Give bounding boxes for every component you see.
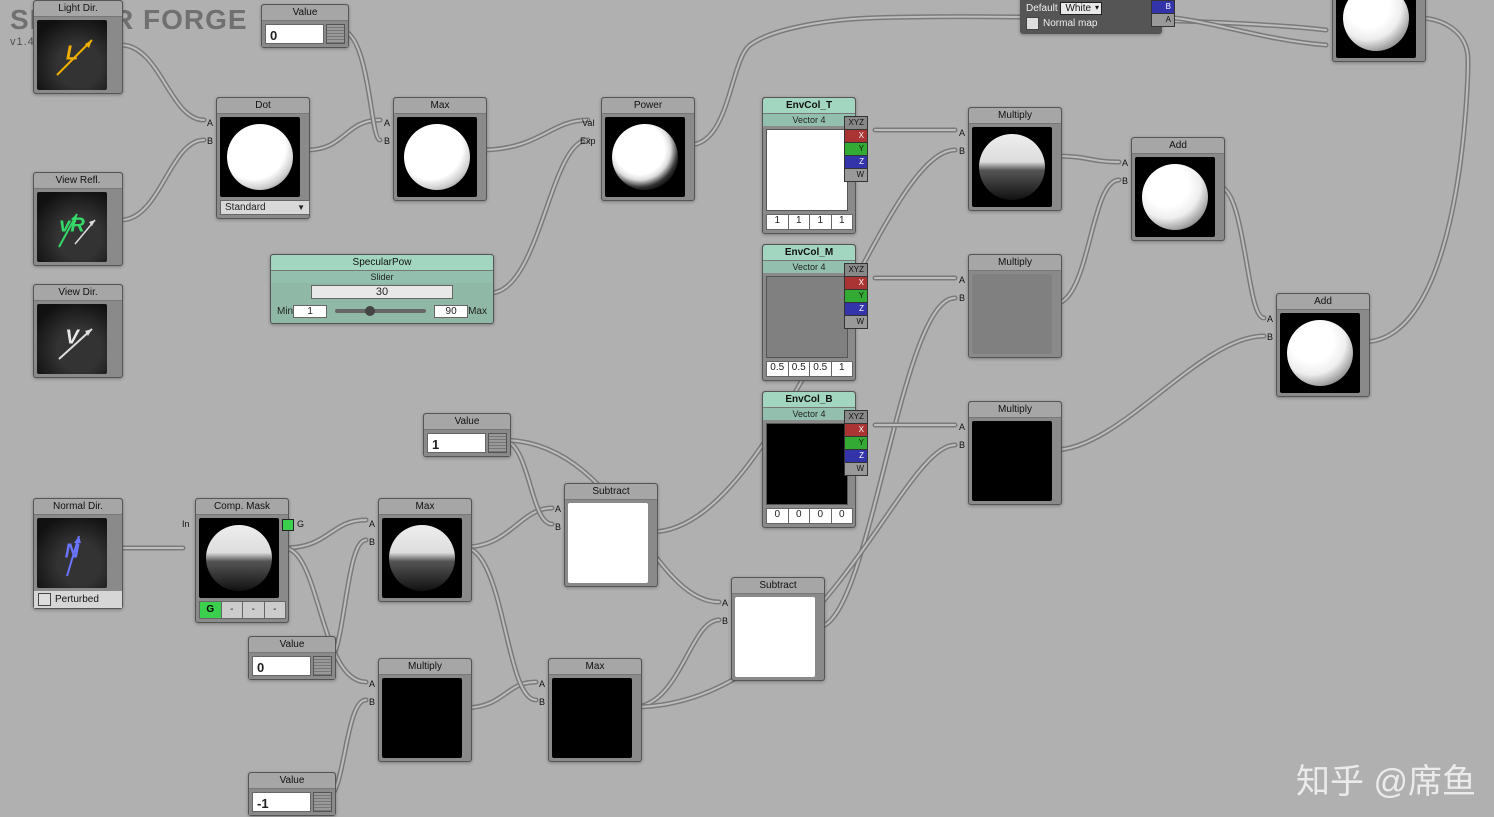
node-max[interactable]: Max A B [393, 97, 487, 201]
dot-type-dropdown[interactable]: Standard▼ [220, 200, 310, 215]
chevron-down-icon: ▼ [297, 203, 305, 212]
node-multiply[interactable]: Multiply A B [968, 401, 1062, 505]
value-drag-icon[interactable] [326, 24, 345, 44]
node-subtract[interactable]: Subtract A B [731, 577, 825, 681]
node-max[interactable]: Max A B [378, 498, 472, 602]
slider-value[interactable]: 30 [311, 285, 453, 299]
node-normal-dir[interactable]: Normal Dir. N Perturbed [33, 498, 123, 609]
node-multiply[interactable]: Multiply A B [378, 658, 472, 762]
slider-track[interactable] [335, 309, 426, 313]
vector-values[interactable]: 0000 [763, 508, 855, 527]
value-input[interactable]: 1 [427, 433, 486, 453]
node-title: View Refl. [34, 173, 122, 189]
output-port-g[interactable] [282, 519, 294, 531]
node-title: View Dir. [34, 285, 122, 301]
node-value[interactable]: Value -1 [248, 772, 336, 816]
normal-map-checkbox[interactable] [1026, 17, 1039, 30]
node-light-dir[interactable]: Light Dir. L [33, 0, 123, 94]
slider-min-input[interactable]: 1 [293, 305, 327, 318]
color-swatch [766, 423, 848, 505]
node-value[interactable]: Value 1 [423, 413, 511, 457]
value-input[interactable]: 0 [265, 24, 324, 44]
perturbed-checkbox[interactable] [38, 593, 51, 606]
comp-mask-channels[interactable]: G--- [196, 601, 288, 622]
value-input[interactable]: 0 [252, 656, 311, 676]
node-add[interactable]: Add A B [1276, 293, 1370, 397]
node-max[interactable]: Max A B [548, 658, 642, 762]
watermark: 知乎 @席鱼 [1296, 754, 1476, 803]
node-envcol-b[interactable]: EnvCol_B Vector 4 0000 XYZXYZW [762, 391, 856, 528]
node-texture2d[interactable]: Tex GBA Default White Normal map [1020, 0, 1162, 34]
node-title: Normal Dir. [34, 499, 122, 515]
slider-max-input[interactable]: 90 [434, 305, 468, 318]
node-value[interactable]: Value 0 [248, 636, 336, 680]
node-graph-canvas[interactable]: SHADER FORGE v1.40 Light Dir. L View Ref… [0, 0, 1494, 817]
value-drag-icon[interactable] [488, 433, 507, 453]
node-multiply[interactable]: Multiply A B [968, 107, 1062, 211]
slider-thumb[interactable] [365, 306, 375, 316]
node-add[interactable]: Add A B [1131, 137, 1225, 241]
value-input[interactable]: -1 [252, 792, 311, 812]
node-view-refl[interactable]: View Refl. vR [33, 172, 123, 266]
node-title: Light Dir. [34, 1, 122, 17]
perturbed-label: Perturbed [55, 594, 99, 605]
tex-default-dropdown[interactable]: White [1060, 2, 1102, 15]
color-swatch [766, 129, 848, 211]
node-value[interactable]: Value 0 [261, 4, 349, 48]
node-power[interactable]: Power Val Exp [601, 97, 695, 201]
node-specular-pow[interactable]: SpecularPow Slider 30 Min 1 90 Max [270, 254, 494, 324]
vector-values[interactable]: 0.50.50.51 [763, 361, 855, 380]
node-comp-mask[interactable]: Comp. Mask G--- In G [195, 498, 289, 623]
value-drag-icon[interactable] [313, 656, 332, 676]
vector-values[interactable]: 1111 [763, 214, 855, 233]
node-multiply[interactable]: Multiply A B [968, 254, 1062, 358]
node-preview-sphere[interactable] [1332, 0, 1426, 62]
node-subtract[interactable]: Subtract A B [564, 483, 658, 587]
value-drag-icon[interactable] [313, 792, 332, 812]
node-envcol-m[interactable]: EnvCol_M Vector 4 0.50.50.51 XYZXYZW [762, 244, 856, 381]
node-envcol-t[interactable]: EnvCol_T Vector 4 1111 XYZXYZW [762, 97, 856, 234]
node-view-dir[interactable]: View Dir. V [33, 284, 123, 378]
node-dot[interactable]: Dot Standard▼ A B [216, 97, 310, 219]
color-swatch [766, 276, 848, 358]
